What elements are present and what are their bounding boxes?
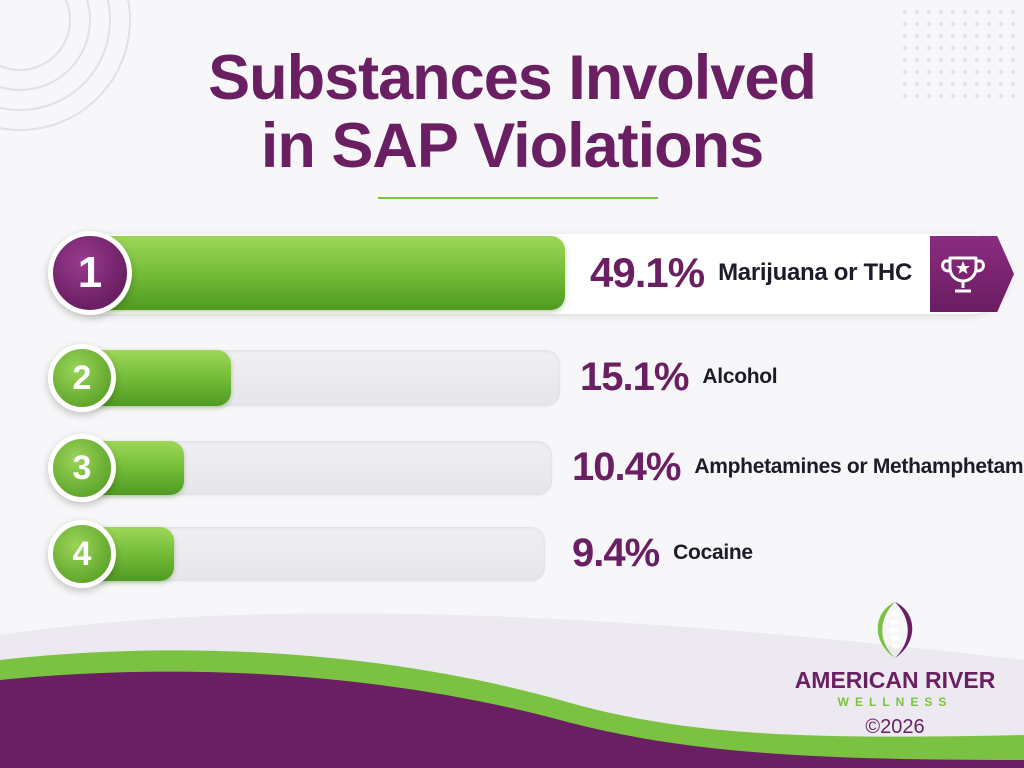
category-label: Alcohol (702, 365, 778, 389)
value-label: 9.4% (572, 530, 660, 575)
category-label: Marijuana or THC (718, 258, 912, 286)
trophy-icon (941, 256, 985, 293)
title-line-2: in SAP Violations (260, 111, 764, 181)
title-underline (378, 197, 658, 199)
category-label: Cocaine (673, 541, 753, 565)
bar (90, 236, 565, 310)
brand-block: AMERICAN RIVER WELLNESS ©2026 (780, 600, 1010, 739)
title-line-1: Substances Involved (208, 43, 817, 113)
value-label: 15.1% (580, 354, 689, 399)
brand-tagline: WELLNESS (837, 695, 953, 709)
rank-badge: 4 (48, 520, 116, 588)
brand-name: AMERICAN RIVER (794, 667, 996, 693)
spine-leaf-logo-icon (877, 602, 913, 658)
trophy-badge (930, 236, 1014, 312)
value-label: 49.1% (590, 248, 705, 296)
copyright: ©2026 (865, 716, 925, 738)
rank-badge: 1 (48, 231, 132, 315)
rank-badge: 3 (48, 434, 116, 502)
value-label: 10.4% (572, 444, 681, 489)
category-label: Amphetamines or Methamphetamine (694, 455, 1024, 479)
page-title: Substances Involved in SAP Violations (0, 44, 1024, 180)
rank-badge: 2 (48, 344, 116, 412)
